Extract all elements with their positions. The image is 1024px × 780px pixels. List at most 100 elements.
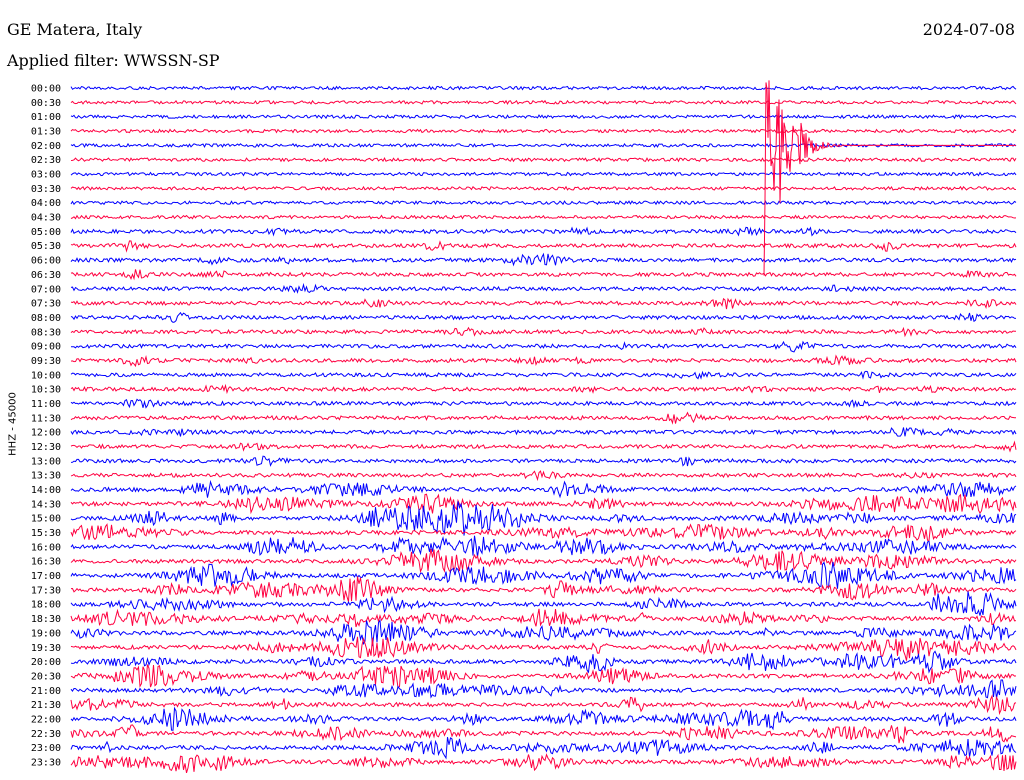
- row-time-label: 02:00: [31, 141, 61, 152]
- row-time-label: 05:00: [31, 227, 61, 238]
- row-time-label: 07:30: [31, 299, 61, 310]
- row-time-label: 02:30: [31, 155, 61, 166]
- trace-line: [70, 326, 1017, 338]
- station-title: GE Matera, Italy: [7, 20, 143, 39]
- row-time-label: 10:30: [31, 385, 61, 396]
- row-time-label: 04:00: [31, 198, 61, 209]
- row-time-label: 01:30: [31, 127, 61, 138]
- row-time-label: 19:00: [31, 628, 61, 639]
- trace-line: [70, 297, 1017, 310]
- trace-line: [70, 185, 1017, 191]
- row-time-label: 16:30: [31, 557, 61, 568]
- trace-line: [70, 664, 1017, 689]
- trace-line: [70, 171, 1017, 177]
- trace-line: [70, 142, 1017, 149]
- row-time-label: 15:00: [31, 514, 61, 525]
- row-time-label: 11:30: [31, 413, 61, 424]
- trace-line: [70, 398, 1017, 409]
- row-time-label: 05:30: [31, 241, 61, 252]
- date-label: 2024-07-08: [922, 20, 1015, 39]
- trace-line: [70, 226, 1017, 237]
- row-time-label: 10:00: [31, 370, 61, 381]
- trace-line: [70, 753, 1017, 774]
- trace-line: [70, 99, 1017, 105]
- trace-line: [70, 114, 1017, 120]
- trace-line: [70, 501, 1017, 536]
- trace-line: [70, 427, 1017, 437]
- row-time-label: 08:00: [31, 313, 61, 324]
- row-time-label: 22:30: [31, 729, 61, 740]
- trace-line: [70, 370, 1017, 380]
- row-time-label: 00:00: [31, 84, 61, 95]
- trace-line: [70, 619, 1017, 647]
- trace-line: [70, 694, 1017, 716]
- row-time-label: 07:00: [31, 284, 61, 295]
- trace-line: [70, 311, 1017, 323]
- trace-line: [70, 650, 1017, 674]
- trace-line: [70, 128, 1017, 134]
- row-time-label: 23:30: [31, 757, 61, 768]
- row-time-label: 23:00: [31, 743, 61, 754]
- row-time-label: 11:00: [31, 399, 61, 410]
- trace-line: [70, 214, 1017, 220]
- row-time-label: 09:30: [31, 356, 61, 367]
- trace-line: [70, 679, 1017, 699]
- trace-line: [70, 269, 1017, 281]
- row-time-label: 16:00: [31, 542, 61, 553]
- row-time-label: 03:00: [31, 170, 61, 181]
- trace-line: [70, 737, 1017, 760]
- trace-line: [70, 440, 1017, 453]
- trace-line: [70, 470, 1017, 482]
- trace-line: [70, 523, 1017, 541]
- trace-line: [70, 157, 1017, 163]
- row-time-label: 21:30: [31, 700, 61, 711]
- trace-line: [70, 576, 1017, 602]
- row-time-label: 06:00: [31, 256, 61, 267]
- row-time-label: 08:30: [31, 327, 61, 338]
- row-time-label: 12:00: [31, 428, 61, 439]
- trace-line: [70, 591, 1017, 616]
- trace-line: [70, 200, 1017, 206]
- trace-line: [70, 85, 1017, 91]
- row-time-label: 13:30: [31, 471, 61, 482]
- row-time-label: 00:30: [31, 98, 61, 109]
- trace-line: [70, 535, 1017, 558]
- row-time-label: 18:30: [31, 614, 61, 625]
- row-time-label: 15:30: [31, 528, 61, 539]
- trace-line: [70, 411, 1017, 425]
- row-time-label: 01:00: [31, 112, 61, 123]
- trace-line: [70, 724, 1017, 744]
- row-time-label: 17:00: [31, 571, 61, 582]
- earthquake-event-trace: [763, 80, 1016, 276]
- trace-line: [70, 354, 1017, 368]
- trace-line: [70, 252, 1017, 267]
- row-time-label: 14:30: [31, 499, 61, 510]
- row-time-label: 04:30: [31, 213, 61, 224]
- row-time-label: 03:30: [31, 184, 61, 195]
- trace-line: [70, 455, 1017, 467]
- row-time-label: 17:30: [31, 585, 61, 596]
- row-time-label: 20:00: [31, 657, 61, 668]
- row-time-label: 22:00: [31, 714, 61, 725]
- row-time-label: 20:30: [31, 671, 61, 682]
- trace-line: [70, 340, 1017, 353]
- trace-line: [70, 282, 1017, 294]
- trace-line: [70, 479, 1017, 499]
- trace-line: [70, 383, 1017, 395]
- row-time-label: 18:00: [31, 600, 61, 611]
- trace-line: [70, 608, 1017, 628]
- trace-line: [70, 548, 1017, 574]
- row-time-label: 12:30: [31, 442, 61, 453]
- trace-line: [70, 636, 1017, 661]
- row-time-label: 14:00: [31, 485, 61, 496]
- row-time-label: 13:00: [31, 456, 61, 467]
- trace-line: [70, 561, 1017, 590]
- row-time-label: 09:00: [31, 342, 61, 353]
- row-time-label: 06:30: [31, 270, 61, 281]
- trace-line: [70, 706, 1017, 731]
- trace-line: [70, 493, 1017, 515]
- row-time-label: 19:30: [31, 643, 61, 654]
- row-time-label: 21:00: [31, 686, 61, 697]
- trace-line: [70, 240, 1017, 253]
